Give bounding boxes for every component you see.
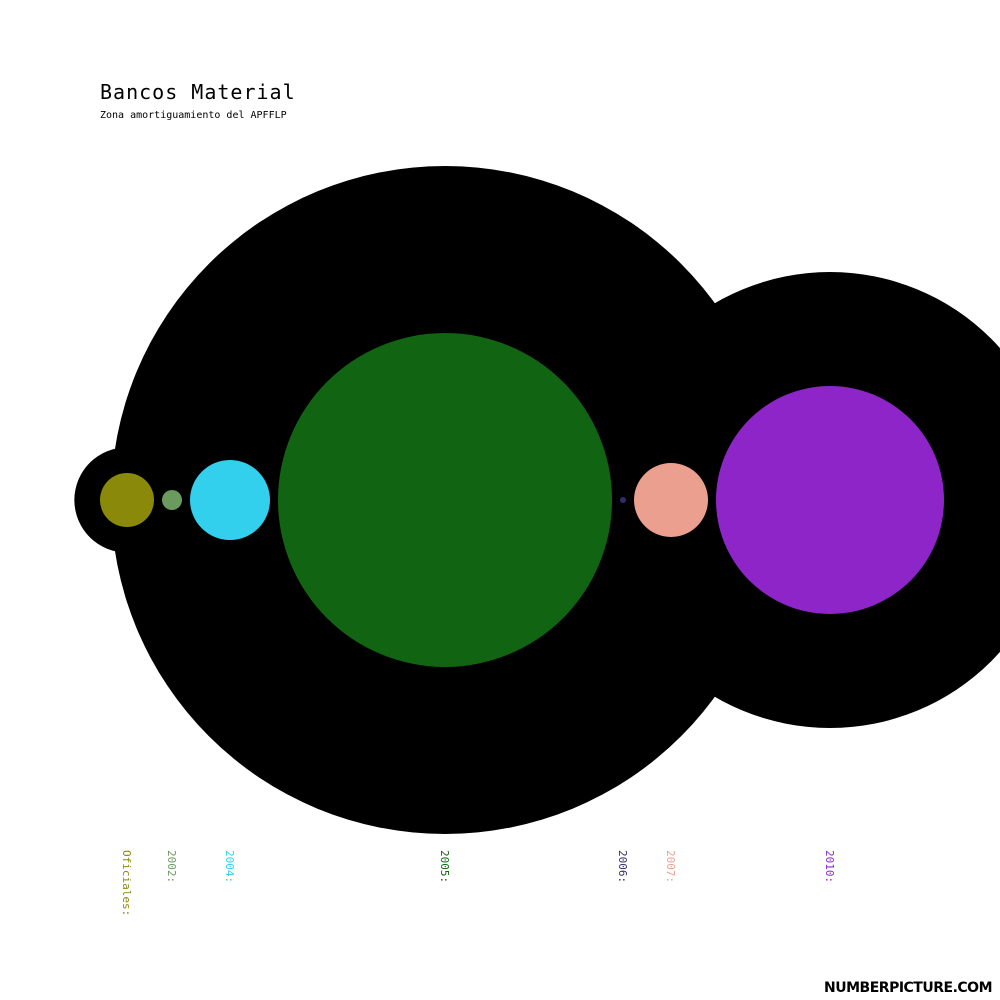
bubble-label: 2007:	[664, 850, 677, 883]
bubble-label: Oficiales:	[120, 850, 133, 916]
bubble-label: 2002:	[165, 850, 178, 883]
bubble-label: 2004:	[223, 850, 236, 883]
bubble-2007[interactable]	[634, 463, 708, 537]
brand-logo[interactable]: NUMBERPICTURE.COM	[824, 980, 992, 996]
chart-title: Bancos Material	[100, 80, 296, 104]
bubble-series	[100, 333, 944, 667]
bubble-oficiales[interactable]	[100, 473, 154, 527]
bubble-label: 2005:	[438, 850, 451, 883]
bubble-label: 2010:	[823, 850, 836, 883]
bubble-2002[interactable]	[162, 490, 182, 510]
bubble-labels: Oficiales: 2002: 2004: 2005: 2006: 2007: 2010:	[120, 850, 836, 916]
chart-subtitle: Zona amortiguamiento del APFFLP	[100, 110, 287, 121]
bubble-label: 2006:	[616, 850, 629, 883]
bubble-2006[interactable]	[620, 497, 626, 503]
bubble-2010[interactable]	[716, 386, 944, 614]
bubble-2004[interactable]	[190, 460, 270, 540]
bubble-2005[interactable]	[278, 333, 612, 667]
